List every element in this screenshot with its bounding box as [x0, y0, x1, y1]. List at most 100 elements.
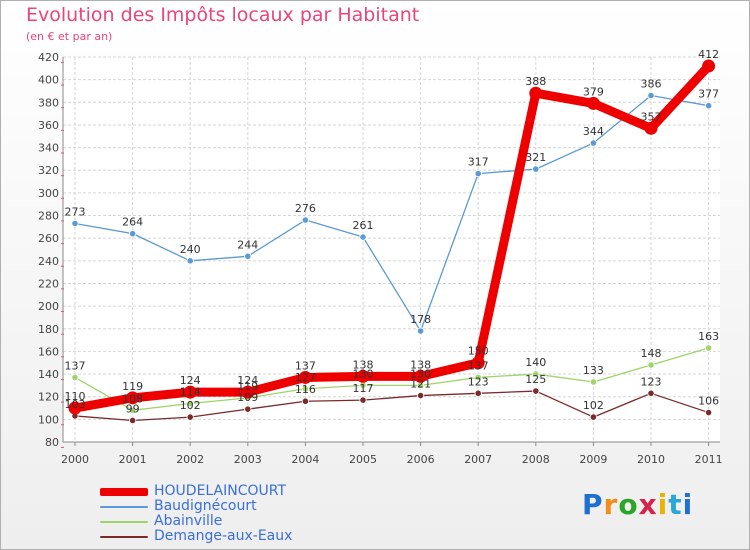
data-label-baudign-court: 240 [180, 243, 201, 256]
data-point-demange-aux-eaux [647, 389, 655, 397]
y-tick-label: 200 [38, 300, 59, 313]
data-point-baudign-court [301, 216, 309, 224]
logo-letter: t [668, 488, 683, 521]
data-label-houdelaincourt: 138 [410, 358, 431, 371]
data-point-houdelaincourt [586, 96, 600, 110]
y-tick-label: 80 [45, 436, 59, 449]
data-label-demange-aux-eaux: 99 [126, 402, 140, 415]
logo-letter: i [682, 488, 694, 521]
x-tick-label: 2003 [234, 453, 262, 466]
legend-label: Baudignécourt [154, 498, 257, 514]
data-point-demange-aux-eaux [474, 389, 482, 397]
legend-swatch [100, 520, 148, 523]
y-tick-label: 260 [38, 232, 59, 245]
data-point-abainville [704, 344, 713, 352]
legend-item-abainville: Abainville [100, 514, 292, 529]
data-point-houdelaincourt [702, 59, 716, 73]
data-label-baudign-court: 386 [641, 78, 662, 91]
data-point-houdelaincourt [644, 121, 658, 135]
data-label-demange-aux-eaux: 123 [641, 375, 662, 388]
x-tick-label: 2000 [61, 453, 89, 466]
y-tick-label: 360 [38, 119, 59, 132]
data-label-baudign-court: 261 [353, 219, 374, 232]
data-label-houdelaincourt: 412 [698, 48, 719, 61]
data-point-baudign-court [129, 230, 137, 238]
data-point-abainville [647, 361, 655, 369]
series-line-demange-aux-eaux [74, 390, 710, 422]
data-label-abainville: 137 [468, 359, 489, 372]
data-label-demange-aux-eaux: 117 [353, 382, 374, 395]
data-label-demange-aux-eaux: 102 [180, 399, 201, 412]
series-line-baudign-court [74, 94, 710, 332]
data-point-houdelaincourt [241, 385, 255, 399]
data-point-baudign-court [532, 165, 540, 173]
data-label-abainville: 163 [698, 330, 719, 343]
data-label-abainville: 130 [410, 367, 431, 380]
y-tick-label: 220 [38, 277, 59, 290]
x-tick-label: 2007 [464, 453, 492, 466]
legend-label: Abainville [154, 513, 223, 529]
series-line-houdelaincourt [70, 61, 714, 413]
y-tick-label: 280 [38, 210, 59, 223]
data-point-abainville [301, 385, 309, 393]
y-tick-label: 120 [38, 391, 59, 404]
data-label-abainville: 130 [353, 367, 374, 380]
data-label-baudign-court: 273 [65, 205, 86, 218]
data-point-houdelaincourt [471, 356, 485, 370]
y-tick-label: 100 [38, 413, 59, 426]
data-label-abainville: 114 [180, 386, 201, 399]
data-label-abainville: 133 [583, 364, 604, 377]
data-label-demange-aux-eaux: 109 [237, 391, 258, 404]
x-tick-label: 2001 [119, 453, 147, 466]
data-point-abainville [474, 373, 482, 382]
data-point-baudign-court [71, 219, 79, 228]
data-label-abainville: 108 [122, 392, 143, 405]
data-point-houdelaincourt [529, 86, 543, 100]
legend-swatch [100, 535, 148, 538]
data-point-baudign-court [589, 139, 598, 147]
legend-item-demange-aux-eaux: Demange-aux-Eaux [100, 529, 292, 544]
logo-letter: x [638, 488, 658, 521]
data-point-baudign-court [647, 91, 655, 100]
data-label-demange-aux-eaux: 103 [65, 398, 86, 411]
data-point-abainville [71, 373, 79, 382]
y-tick-label: 180 [38, 323, 59, 336]
data-point-baudign-court [186, 257, 194, 265]
y-tick-label: 340 [38, 142, 59, 155]
data-label-houdelaincourt: 138 [353, 358, 374, 371]
y-tick-label: 380 [38, 96, 59, 109]
logo-letter: o [618, 488, 639, 521]
data-label-houdelaincourt: 124 [180, 374, 201, 387]
x-tick-label: 2004 [291, 453, 319, 466]
data-point-demange-aux-eaux [416, 391, 425, 400]
legend-swatch [100, 505, 148, 508]
data-label-demange-aux-eaux: 116 [295, 383, 316, 396]
data-label-houdelaincourt: 388 [525, 75, 546, 88]
data-label-abainville: 148 [641, 347, 662, 360]
data-label-demange-aux-eaux: 102 [583, 399, 604, 412]
y-tick-label: 400 [38, 74, 59, 87]
legend-label: HOUDELAINCOURT [154, 483, 287, 499]
y-tick-label: 160 [38, 345, 59, 358]
data-point-abainville [129, 406, 137, 414]
series-line-abainville [74, 347, 710, 411]
proxiti-logo: Proxiti [582, 488, 693, 521]
data-point-abainville [186, 399, 194, 408]
data-label-houdelaincourt: 379 [583, 85, 604, 98]
data-point-baudign-court [704, 102, 713, 110]
chart-subtitle: (en € et par an) [26, 30, 113, 43]
data-point-abainville [532, 370, 540, 378]
data-label-baudign-court: 321 [525, 151, 546, 164]
data-label-houdelaincourt: 124 [237, 374, 258, 387]
data-label-baudign-court: 276 [295, 202, 316, 215]
x-tick-label: 2008 [522, 453, 550, 466]
data-point-houdelaincourt [414, 369, 428, 383]
y-tick-label: 300 [38, 187, 59, 200]
data-point-houdelaincourt [356, 369, 370, 383]
data-label-abainville: 119 [237, 380, 258, 393]
data-label-abainville: 127 [295, 371, 316, 384]
y-tick-label: 240 [38, 255, 59, 268]
logo-letter: r [603, 488, 619, 521]
y-tick-label: 420 [38, 51, 59, 64]
legend-item-baudign-court: Baudignécourt [100, 499, 292, 514]
